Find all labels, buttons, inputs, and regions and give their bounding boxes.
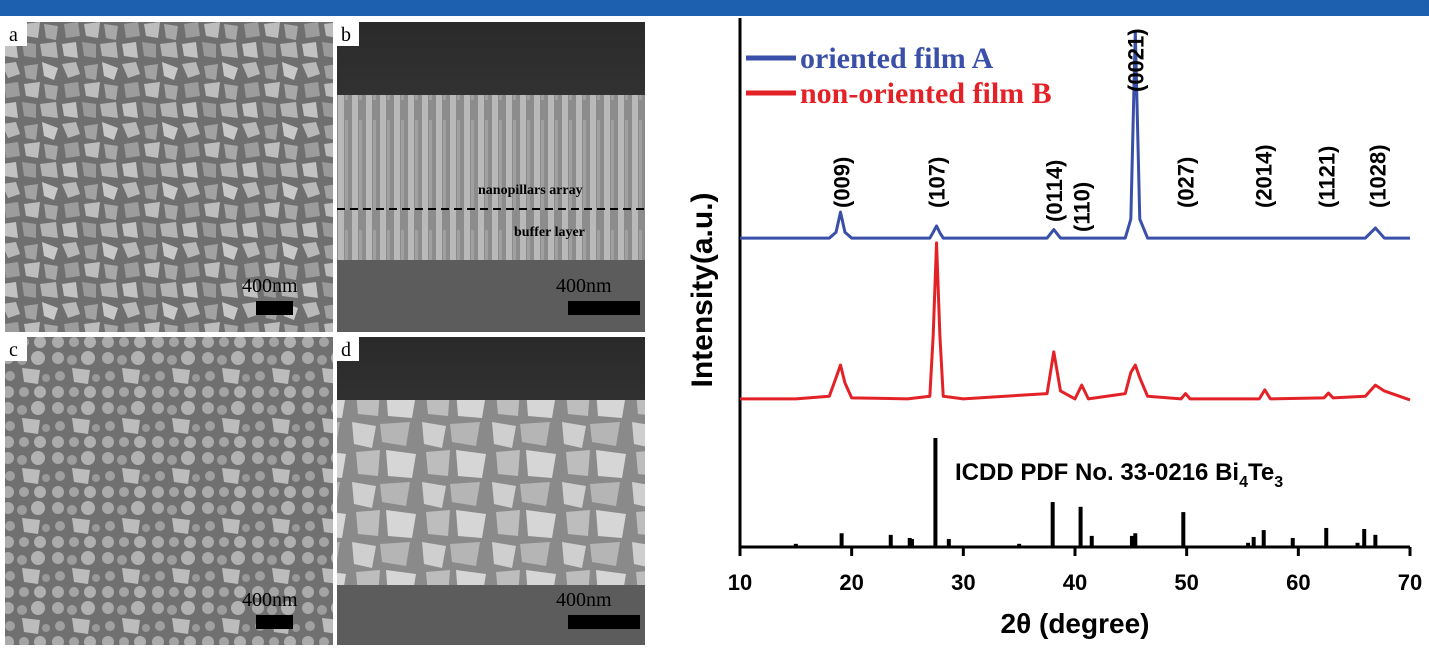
scale-bar <box>256 301 293 315</box>
reference-stick <box>933 438 937 547</box>
reference-label-part: Te <box>1248 459 1274 486</box>
reference-stick <box>1291 538 1295 547</box>
scale-bar <box>568 301 640 315</box>
panel-label: d <box>341 339 351 361</box>
reference-label-part: ICDD PDF No. 33-0216 Bi <box>955 459 1239 486</box>
reference-stick <box>1181 512 1185 547</box>
figure: a b c d 400nm 400nm 400nm 400nm nanopill… <box>0 0 1429 649</box>
peak-label: (0114) <box>1042 160 1067 222</box>
annotation: buffer layer <box>514 225 585 240</box>
y-axis-label: Intensity(a.u.) <box>686 192 719 387</box>
peak-label: (2014) <box>1252 144 1277 208</box>
peak-label: (107) <box>925 157 950 208</box>
peak-label: (1028) <box>1366 144 1391 208</box>
reference-stick <box>794 544 798 547</box>
peak-label: (1121) <box>1314 146 1339 208</box>
x-tick-label: 40 <box>1063 570 1087 595</box>
x-tick-label: 10 <box>728 570 752 595</box>
reference-stick <box>1262 530 1266 547</box>
reference-stick <box>1133 533 1137 547</box>
reference-stick <box>1362 529 1366 547</box>
sem-film <box>337 95 645 260</box>
peak-label: (110) <box>1070 182 1095 232</box>
scale-label: 400nm <box>242 589 298 611</box>
x-tick-label: 30 <box>951 570 975 595</box>
peak-label: (009) <box>830 157 855 208</box>
reference-stick <box>1246 543 1250 547</box>
reference-stick <box>1051 502 1055 547</box>
peak-label: (027) <box>1174 157 1199 208</box>
panel-label: c <box>9 339 18 361</box>
x-tick-label: 20 <box>839 570 863 595</box>
annotation: nanopillars array <box>478 183 583 198</box>
scale-bar <box>568 615 640 629</box>
reference-label-part: 4 <box>1239 474 1248 491</box>
reference-stick <box>1017 544 1021 547</box>
scale-label: 400nm <box>556 589 612 611</box>
reference-stick <box>1373 535 1377 547</box>
reference-stick <box>840 533 844 547</box>
panel-label: a <box>9 24 18 46</box>
reference-stick <box>1252 537 1256 547</box>
reference-stick <box>1356 543 1360 547</box>
reference-label-part: 3 <box>1274 474 1283 491</box>
legend-label: oriented film A <box>800 42 994 75</box>
peak-label: (0021) <box>1123 28 1148 92</box>
sem-film <box>337 400 645 585</box>
panel-label: b <box>341 24 351 46</box>
x-tick-label: 60 <box>1286 570 1310 595</box>
x-axis-label: 2θ (degree) <box>1001 608 1150 639</box>
reference-stick <box>1324 528 1328 547</box>
scale-label: 400nm <box>556 275 612 297</box>
page: a b c d 400nm 400nm 400nm 400nm nanopill… <box>0 0 1429 649</box>
reference-stick <box>1079 507 1083 547</box>
x-tick-label: 70 <box>1398 570 1422 595</box>
reference-stick <box>889 535 893 547</box>
scale-label: 400nm <box>242 275 298 297</box>
reference-stick <box>947 539 951 547</box>
legend-label: non-oriented film B <box>800 77 1052 110</box>
x-tick-label: 50 <box>1174 570 1198 595</box>
reference-stick <box>1090 536 1094 547</box>
reference-stick <box>910 539 914 547</box>
scale-bar <box>256 615 293 629</box>
